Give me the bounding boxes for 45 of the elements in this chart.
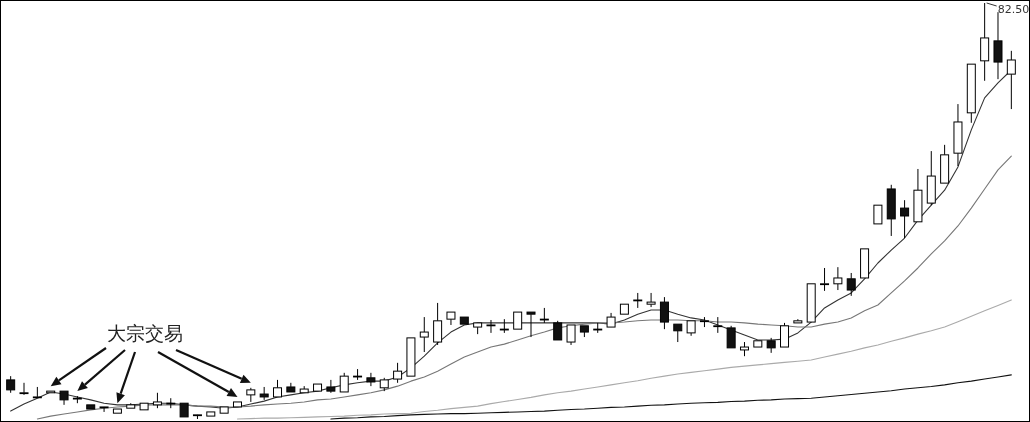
candlestick [873,204,883,225]
candlestick [833,266,843,291]
candlestick [206,411,216,417]
candlestick [513,311,523,330]
candlestick [59,390,69,406]
candlestick [313,383,323,392]
candlestick [46,390,56,394]
candlestick [179,402,189,418]
candlestick [673,323,683,343]
candlestick [566,324,576,346]
candlestick [86,404,96,410]
candlestick [793,318,803,324]
candlestick [980,2,990,82]
candlestick [419,316,429,353]
candlestick [606,312,616,328]
candlestick [913,168,923,223]
candlestick [99,406,109,413]
candlestick [686,320,696,337]
candlestick [446,311,456,326]
candlestick [526,311,536,338]
candlestick [459,316,469,325]
candlestick [726,325,736,349]
candlestick [940,144,950,184]
candlestick [286,382,296,393]
candlestick [646,292,656,308]
candlestick [326,379,336,394]
candlestick [112,408,122,414]
candlestick [953,103,963,167]
candlestick [139,402,149,411]
candlestick [366,372,376,387]
candlestick [753,340,763,348]
candlestick [860,248,870,279]
candlestick [19,382,29,396]
candlestick [232,401,242,408]
candlestick [993,11,1003,80]
candlestick [406,337,416,377]
candlestick [619,303,629,315]
candlestick [339,372,349,393]
candlestick [219,406,229,414]
candlestick [32,386,42,399]
annotation: 大宗交易 [107,322,183,344]
annotation: 82.50 [997,3,1030,16]
candlestick [966,63,976,124]
candlestick [806,283,816,323]
candlestick [486,319,496,334]
